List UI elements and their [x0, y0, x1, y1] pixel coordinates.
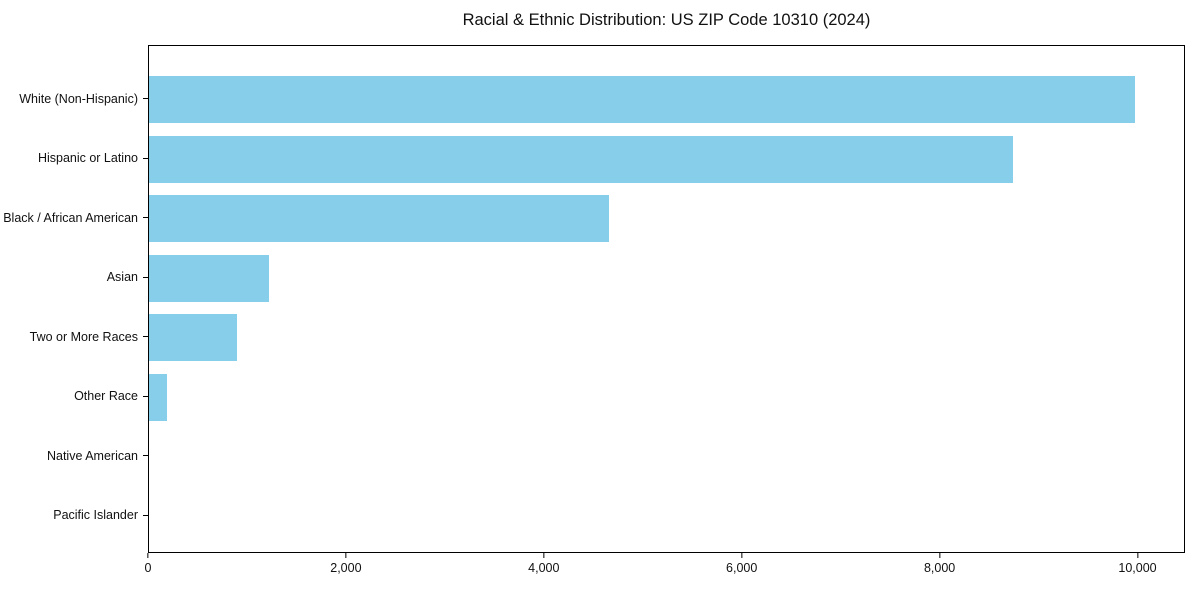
x-tick-label: 0 — [144, 561, 152, 575]
x-tick-label: 6,000 — [726, 561, 758, 575]
bar — [149, 254, 270, 302]
y-tick-mark — [143, 395, 148, 397]
x-axis: 0 2,000 4,000 6,000 8,000 10,000 — [144, 553, 1185, 587]
bar-row — [149, 308, 1184, 368]
bar — [149, 373, 167, 421]
x-tick-mark — [345, 553, 347, 558]
bar-row — [149, 70, 1184, 130]
plot-area — [148, 45, 1185, 553]
bar-row — [149, 130, 1184, 190]
bar — [149, 135, 1014, 183]
y-tick-mark — [143, 98, 148, 100]
bar — [149, 76, 1135, 124]
x-tick-label: 2,000 — [330, 561, 362, 575]
y-tick-label: Asian — [106, 270, 138, 285]
x-tick-label: 10,000 — [1118, 561, 1157, 575]
y-tick-mark — [143, 217, 148, 219]
bar-row — [149, 427, 1184, 487]
y-axis-labels: White (Non-Hispanic) Hispanic or Latino Bl… — [0, 69, 148, 545]
y-tick-mark — [143, 514, 148, 516]
x-tick-mark — [147, 553, 149, 558]
y-tick-label: Two or More Races — [29, 329, 138, 344]
y-tick-mark — [143, 455, 148, 457]
y-tick-mark — [143, 157, 148, 159]
x-tick-label: 4,000 — [528, 561, 560, 575]
y-row: Asian — [0, 248, 148, 308]
y-tick-label: Pacific Islander — [53, 508, 138, 523]
y-tick-label: White (Non-Hispanic) — [19, 91, 138, 106]
bar-row — [149, 368, 1184, 428]
bar-row — [149, 249, 1184, 309]
x-tick-mark — [741, 553, 743, 558]
y-row: Pacific Islander — [0, 486, 148, 546]
x-tick-label: 8,000 — [923, 561, 956, 575]
y-tick-label: Black / African American — [3, 210, 138, 225]
y-row: Two or More Races — [0, 307, 148, 367]
y-row: Native American — [0, 426, 148, 486]
y-tick-label: Other Race — [74, 389, 138, 404]
x-tick-mark — [1136, 553, 1139, 558]
y-row: Hispanic or Latino — [0, 129, 148, 189]
y-tick-mark — [143, 276, 148, 278]
y-row: White (Non-Hispanic) — [0, 69, 148, 129]
y-tick-label: Hispanic or Latino — [37, 151, 138, 166]
bar — [149, 314, 237, 362]
y-tick-label: Native American — [46, 448, 138, 463]
x-tick-mark — [543, 553, 545, 558]
y-row: Other Race — [0, 367, 148, 427]
bar — [149, 195, 610, 243]
bar-row — [149, 487, 1184, 547]
y-row: Black / African American — [0, 188, 148, 248]
bar-row — [149, 189, 1184, 249]
x-tick-mark — [938, 553, 941, 558]
plot-rows — [149, 70, 1184, 546]
chart-title: Racial & Ethnic Distribution: US ZIP Cod… — [462, 11, 871, 29]
y-tick-mark — [143, 336, 148, 338]
